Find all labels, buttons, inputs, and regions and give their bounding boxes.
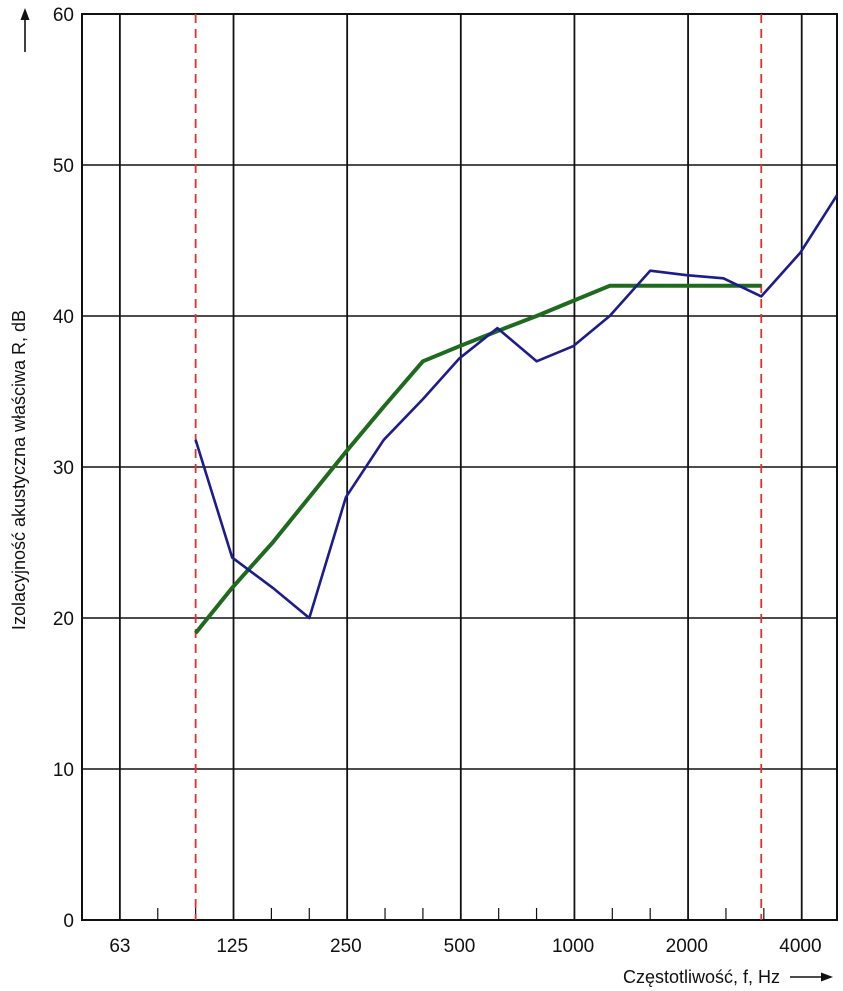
x-axis-arrow-icon — [790, 972, 833, 982]
y-tick-label: 60 — [53, 5, 74, 26]
y-tick-label: 50 — [53, 156, 74, 177]
y-tick-label: 40 — [53, 307, 74, 328]
series-lines — [194, 194, 839, 635]
plot-frame — [81, 13, 838, 921]
series-line-reference-curve — [194, 283, 762, 635]
grid — [81, 13, 838, 921]
x-tick-label: 1000 — [552, 936, 594, 957]
y-tick-label: 20 — [53, 609, 74, 630]
series-line-measured — [194, 194, 839, 620]
x-tick-label: 500 — [444, 936, 476, 957]
y-tick-label: 10 — [53, 760, 74, 781]
y-axis-arrow-icon — [20, 8, 30, 52]
x-tick-labels: 63 125 250 500 1000 2000 4000 — [109, 936, 821, 957]
x-tick-label: 2000 — [666, 936, 708, 957]
x-tick-label: 63 — [109, 936, 130, 957]
x-tick-label: 125 — [216, 936, 248, 957]
y-axis-title: Izolacyjność akustyczna właściwa R, dB — [9, 310, 29, 630]
y-tick-label: 0 — [63, 911, 74, 932]
y-tick-labels: 0 10 20 30 40 50 60 — [53, 5, 74, 932]
y-tick-label: 30 — [53, 458, 74, 479]
x-tick-label: 4000 — [779, 936, 821, 957]
x-axis-title: Częstotliwość, f, Hz — [623, 967, 780, 987]
reference-lines — [194, 14, 763, 920]
x-tick-label: 250 — [330, 936, 362, 957]
